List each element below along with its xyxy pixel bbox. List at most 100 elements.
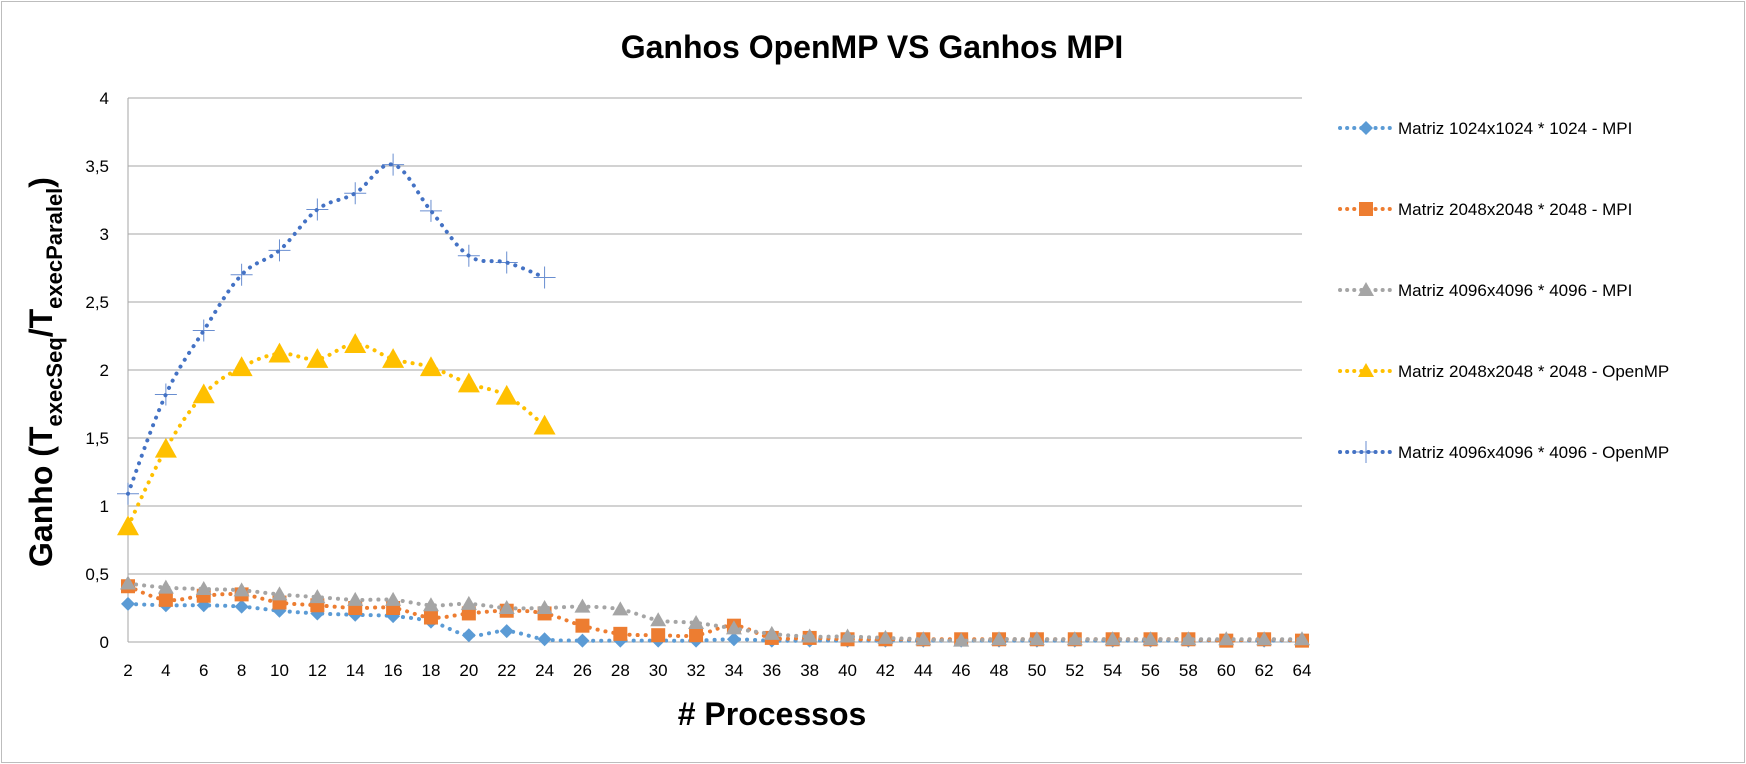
y-axis-title-mid: /T bbox=[23, 308, 59, 337]
series-layer bbox=[117, 153, 1310, 648]
data-point bbox=[1066, 631, 1083, 646]
data-point bbox=[536, 600, 553, 614]
y-tick-label: 0,5 bbox=[85, 565, 109, 584]
x-tick-label: 20 bbox=[459, 661, 478, 680]
data-point bbox=[460, 595, 477, 610]
x-tick-label: 48 bbox=[990, 661, 1009, 680]
data-point bbox=[575, 633, 590, 648]
x-tick-label: 50 bbox=[1027, 661, 1046, 680]
x-tick-label: 42 bbox=[876, 661, 895, 680]
series-line bbox=[126, 342, 547, 529]
data-point bbox=[763, 625, 780, 640]
x-tick-label: 16 bbox=[384, 661, 403, 680]
data-point bbox=[306, 348, 329, 368]
x-tick-label: 26 bbox=[573, 661, 592, 680]
x-tick-label: 54 bbox=[1103, 661, 1122, 680]
y-axis-title-end: ) bbox=[23, 177, 59, 188]
data-point bbox=[422, 597, 439, 612]
data-point bbox=[461, 606, 476, 621]
x-axis-title: # Processos bbox=[678, 696, 867, 732]
x-tick-label: 62 bbox=[1255, 661, 1274, 680]
data-point bbox=[344, 333, 367, 353]
legend-label: Matriz 2048x2048 * 2048 - MPI bbox=[1398, 200, 1632, 219]
x-tick-label: 52 bbox=[1065, 661, 1084, 680]
x-tick-label: 4 bbox=[161, 661, 170, 680]
data-point bbox=[385, 591, 402, 606]
series-3 bbox=[120, 575, 1310, 647]
x-tick-label: 2 bbox=[123, 661, 132, 680]
data-point bbox=[575, 618, 590, 633]
data-point bbox=[726, 632, 741, 647]
x-tick-label: 24 bbox=[535, 661, 554, 680]
legend-item: Matriz 4096x4096 * 4096 - MPI bbox=[1338, 281, 1632, 300]
data-point bbox=[1142, 631, 1159, 646]
legend-label: Matriz 4096x4096 * 4096 - OpenMP bbox=[1398, 443, 1669, 462]
data-point bbox=[495, 384, 518, 405]
legend: Matriz 1024x1024 * 1024 - MPI Matriz 2048… bbox=[1338, 119, 1669, 463]
data-point bbox=[1028, 631, 1045, 646]
data-point bbox=[689, 628, 704, 643]
data-point bbox=[461, 628, 476, 643]
data-point bbox=[533, 414, 556, 435]
data-point bbox=[192, 383, 215, 404]
x-tick-label: 32 bbox=[687, 661, 706, 680]
data-point bbox=[347, 591, 364, 606]
data-point bbox=[344, 182, 367, 205]
data-point bbox=[382, 348, 405, 368]
x-tick-label: 60 bbox=[1217, 661, 1236, 680]
y-tick-label: 0 bbox=[100, 633, 109, 652]
y-tick-label: 2,5 bbox=[85, 293, 109, 312]
x-tick-label: 64 bbox=[1293, 661, 1312, 680]
chart-title: Ganhos OpenMP VS Ganhos MPI bbox=[621, 29, 1124, 65]
series-5 bbox=[117, 153, 556, 505]
data-point bbox=[877, 629, 894, 644]
y-axis-title-sub2: execParalel bbox=[42, 188, 67, 309]
data-point bbox=[495, 251, 518, 274]
data-point bbox=[499, 624, 514, 639]
x-tick-label: 18 bbox=[422, 661, 441, 680]
data-point bbox=[839, 628, 856, 643]
data-point bbox=[991, 631, 1008, 646]
series-4 bbox=[117, 333, 556, 536]
x-tick-label: 8 bbox=[237, 661, 246, 680]
data-point bbox=[725, 620, 742, 635]
x-tick-label: 28 bbox=[611, 661, 630, 680]
data-point bbox=[423, 610, 438, 625]
data-point bbox=[537, 632, 552, 647]
y-tick-label: 3 bbox=[100, 225, 109, 244]
y-axis-title-main: Ganho (T bbox=[23, 426, 59, 567]
x-axis-ticks: 2 4 6 8 10 12 14 16 18 20 22 24 26 28 30 32 34 36 38 40 42 44… bbox=[123, 661, 1311, 680]
y-tick-label: 3,5 bbox=[85, 157, 109, 176]
data-point bbox=[157, 579, 174, 594]
data-point bbox=[650, 612, 667, 627]
x-tick-label: 22 bbox=[497, 661, 516, 680]
data-point bbox=[1294, 631, 1310, 646]
data-point bbox=[271, 586, 288, 601]
y-tick-label: 2 bbox=[100, 361, 109, 380]
data-point bbox=[1180, 631, 1197, 646]
x-tick-label: 38 bbox=[800, 661, 819, 680]
data-point bbox=[192, 319, 215, 342]
data-point bbox=[457, 244, 480, 267]
legend-item: Matriz 4096x4096 * 4096 - OpenMP bbox=[1338, 441, 1669, 463]
x-tick-label: 12 bbox=[308, 661, 327, 680]
data-point bbox=[457, 372, 480, 393]
data-point bbox=[117, 515, 139, 536]
x-tick-label: 10 bbox=[270, 661, 289, 680]
data-point bbox=[1256, 631, 1273, 646]
y-tick-label: 1 bbox=[100, 497, 109, 516]
data-point bbox=[651, 628, 666, 643]
data-point bbox=[230, 356, 253, 377]
data-point bbox=[306, 198, 329, 221]
data-point bbox=[121, 596, 135, 611]
legend-item: Matriz 2048x2048 * 2048 - OpenMP bbox=[1338, 362, 1669, 381]
data-point bbox=[574, 598, 591, 613]
data-point bbox=[382, 153, 405, 176]
data-point bbox=[268, 239, 291, 262]
data-point bbox=[688, 614, 705, 629]
data-point bbox=[117, 482, 139, 505]
legend-item: Matriz 1024x1024 * 1024 - MPI bbox=[1338, 119, 1632, 138]
data-point bbox=[498, 600, 515, 614]
